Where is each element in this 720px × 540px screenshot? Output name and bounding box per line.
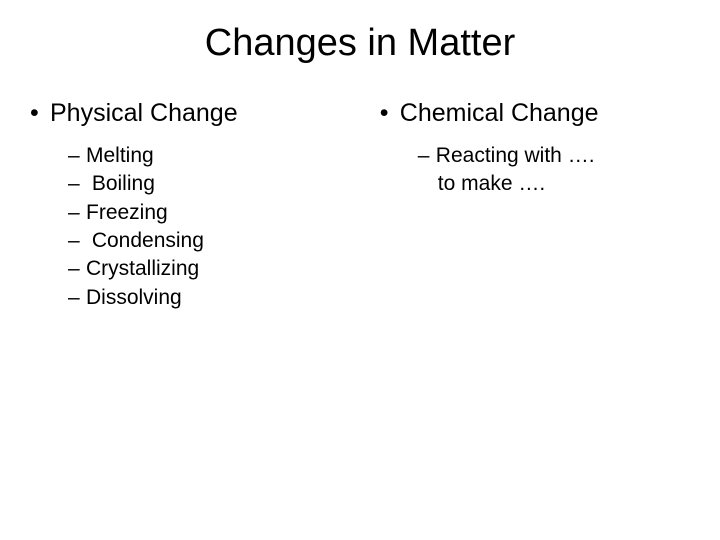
slide: Changes in Matter •Physical Change –Melt… xyxy=(0,0,720,540)
dash-icon: – xyxy=(68,284,86,312)
list-item: –Dissolving xyxy=(68,284,380,312)
chemical-change-list: –Reacting with …. xyxy=(380,142,690,170)
item-text: Condensing xyxy=(86,229,204,252)
dash-icon: – xyxy=(68,170,86,198)
dash-icon: – xyxy=(418,142,436,170)
item-text: Freezing xyxy=(86,201,168,224)
bullet-icon: • xyxy=(380,99,400,128)
list-item-continuation: to make …. xyxy=(380,170,690,198)
item-text: Boiling xyxy=(86,172,155,195)
physical-change-heading: •Physical Change xyxy=(30,99,380,128)
heading-text: Chemical Change xyxy=(400,99,599,127)
list-item: –Freezing xyxy=(68,199,380,227)
content-columns: •Physical Change –Melting – Boiling –Fre… xyxy=(30,99,690,312)
dash-icon: – xyxy=(68,142,86,170)
slide-title: Changes in Matter xyxy=(30,22,690,65)
item-text: Dissolving xyxy=(86,286,182,309)
list-item: –Reacting with …. xyxy=(418,142,690,170)
left-column: •Physical Change –Melting – Boiling –Fre… xyxy=(30,99,380,312)
list-item: –Melting xyxy=(68,142,380,170)
chemical-change-heading: •Chemical Change xyxy=(380,99,690,128)
dash-icon: – xyxy=(68,227,86,255)
item-text: Reacting with …. xyxy=(436,144,595,167)
item-text: Melting xyxy=(86,144,154,167)
item-text: Crystallizing xyxy=(86,257,199,280)
heading-text: Physical Change xyxy=(50,99,238,127)
list-item: – Condensing xyxy=(68,227,380,255)
bullet-icon: • xyxy=(30,99,50,128)
right-column: •Chemical Change –Reacting with …. to ma… xyxy=(380,99,690,312)
physical-change-list: –Melting – Boiling –Freezing – Condensin… xyxy=(30,142,380,312)
dash-icon: – xyxy=(68,199,86,227)
list-item: –Crystallizing xyxy=(68,255,380,283)
dash-icon: – xyxy=(68,255,86,283)
list-item: – Boiling xyxy=(68,170,380,198)
